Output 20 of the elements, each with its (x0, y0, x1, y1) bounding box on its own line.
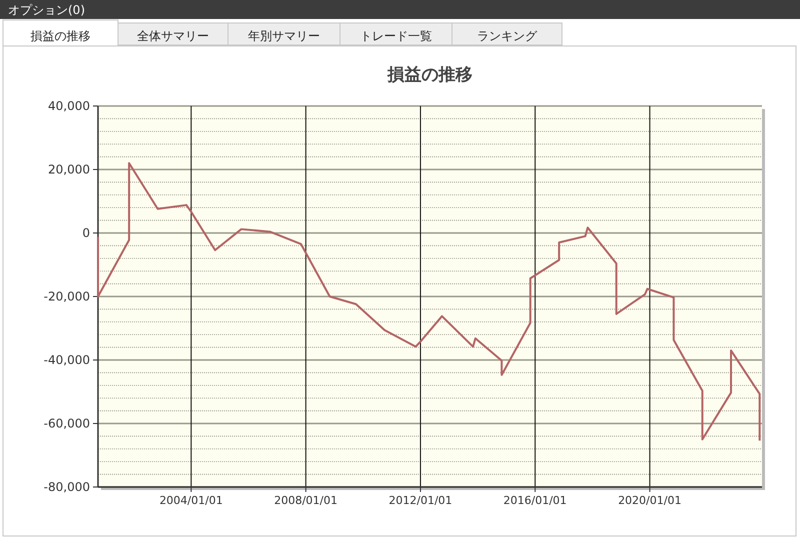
text: 損益の推移 (30, 29, 90, 43)
text: 全体サマリー (137, 29, 209, 43)
y-tick-label: -40,000 (44, 353, 90, 367)
x-tick-label: 2012/01/01 (388, 494, 452, 507)
line-series (97, 162, 761, 442)
y-tick-label: 20,000 (48, 162, 90, 176)
y-tick-label: -80,000 (44, 480, 90, 494)
x-tick-label: 2016/01/01 (503, 494, 567, 507)
y-tick-label: -20,000 (44, 290, 90, 304)
text: オプション(0) (8, 3, 85, 17)
text: トレード一覧 (360, 29, 432, 43)
chart-title: 損益の推移 (386, 65, 472, 85)
text: 年別サマリー (248, 29, 320, 43)
x-tick-label: 2020/01/01 (618, 494, 682, 507)
text: ランキング (477, 29, 538, 43)
y-tick-label: 0 (82, 226, 90, 240)
x-tick-label: 2008/01/01 (274, 494, 338, 507)
y-tick-label: 40,000 (48, 99, 90, 113)
x-tick-label: 2004/01/01 (159, 494, 223, 507)
y-tick-label: -60,000 (44, 416, 90, 430)
